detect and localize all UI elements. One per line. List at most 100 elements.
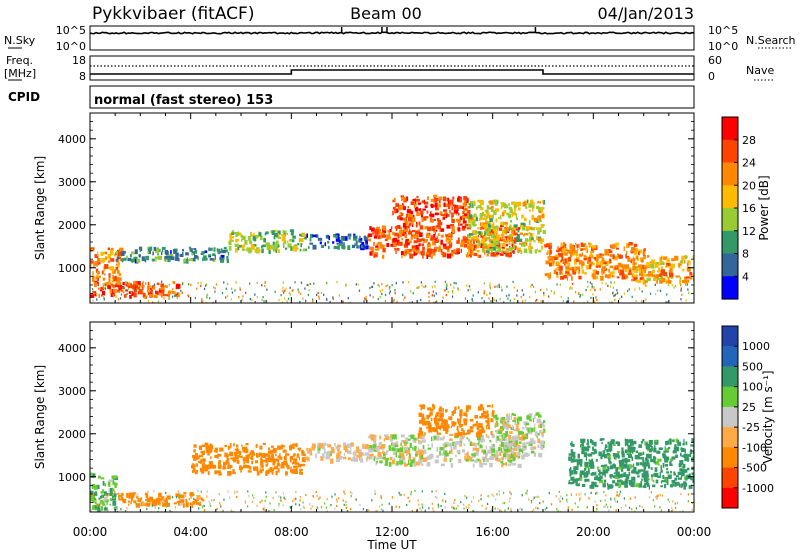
velocity-speckle [234,491,236,494]
power-cell [363,236,369,241]
power-speckle [455,282,457,285]
velocity-cell [518,447,521,450]
velocity-speckle [222,510,224,512]
velocity-cell [433,405,436,410]
power-cell [539,238,542,242]
velocity-cell [494,458,499,461]
power-cell [116,282,121,286]
power-cell [150,246,153,251]
power-cell [275,242,278,247]
velocity-cell [491,404,494,408]
power-cell [399,217,404,221]
velocity-speckle [112,493,114,496]
power-cell [469,244,473,249]
velocity-speckle [605,503,607,506]
velocity-cell [410,459,415,464]
velocity-cell [431,443,433,448]
velocity-cell [503,450,506,454]
velocity-speckle [481,504,483,507]
velocity-speckle [539,502,541,505]
power-cell [443,209,447,212]
power-cell [378,229,381,234]
power-cell [379,243,383,249]
power-cell [553,269,557,274]
velocity-cell [583,474,588,478]
velocity-cell [619,462,623,467]
power-cell [130,258,135,263]
velocity-cell [368,448,372,453]
power-cell [154,256,158,260]
power-speckle [137,284,140,287]
power-cell [421,238,425,241]
power-speckle [283,291,285,294]
power-cell [413,240,418,244]
power-cell [539,238,545,242]
velocity-speckle [480,498,482,501]
velocity-cell [571,449,573,452]
power-speckle [379,290,382,293]
power-cell [451,212,454,218]
power-cell [497,242,501,248]
velocity-speckle [486,502,489,505]
velocity-cell [223,461,228,465]
velocity-cell [371,448,374,453]
velocity-speckle [200,490,202,493]
power-cell [197,256,199,261]
power-speckle [665,281,667,284]
power-cell [414,252,417,256]
power-speckle [638,286,641,290]
velocity-cell [589,461,594,464]
velocity-cell [500,460,504,464]
power-cell [272,246,278,252]
velocity-cell [635,462,640,466]
power-cell [483,250,486,255]
power-speckle [451,290,454,293]
power-cell [437,212,440,215]
velocity-cell [479,433,482,437]
power-cell [463,207,466,212]
power-cell [452,204,456,207]
power-cell [659,256,661,262]
velocity-cell [483,449,486,455]
velocity-speckle [659,494,662,497]
power-cell [151,285,156,290]
power-cell [466,240,470,245]
velocity-cell [144,492,148,496]
velocity-cell [454,421,457,425]
velocity-cell [173,502,177,505]
power-speckle [496,285,498,288]
power-cell [580,242,584,245]
velocity-cell [632,469,637,474]
velocity-speckle [138,498,140,501]
velocity-cell [586,445,591,448]
power-cell [526,228,529,232]
velocity-cell [501,426,504,431]
power-cell [123,257,127,261]
velocity-cell [280,444,284,450]
power-cell [522,234,526,237]
velocity-speckle [578,499,581,502]
power-cell [157,290,159,295]
power-speckle [239,288,241,291]
power-speckle [394,289,396,292]
power-cell [424,205,428,209]
velocity-cell [239,451,242,455]
velocity-cell [424,432,426,436]
power-cell [492,226,495,229]
power-cell [639,277,644,280]
power-speckle [521,289,523,292]
power-speckle [329,300,331,303]
power-cell [621,274,626,280]
nsky-panel-frame [89,25,695,51]
velocity-cell [459,418,462,424]
power-cell [618,268,621,273]
power-cell [481,223,483,227]
power-cell [261,245,264,248]
power-speckle [289,293,291,296]
velocity-speckle [610,498,612,501]
velocity-speckle [691,508,693,511]
velocity-cell [215,450,218,453]
velocity-cell [392,451,397,456]
cpid-frame [89,85,695,109]
velocity-cell [621,468,624,472]
